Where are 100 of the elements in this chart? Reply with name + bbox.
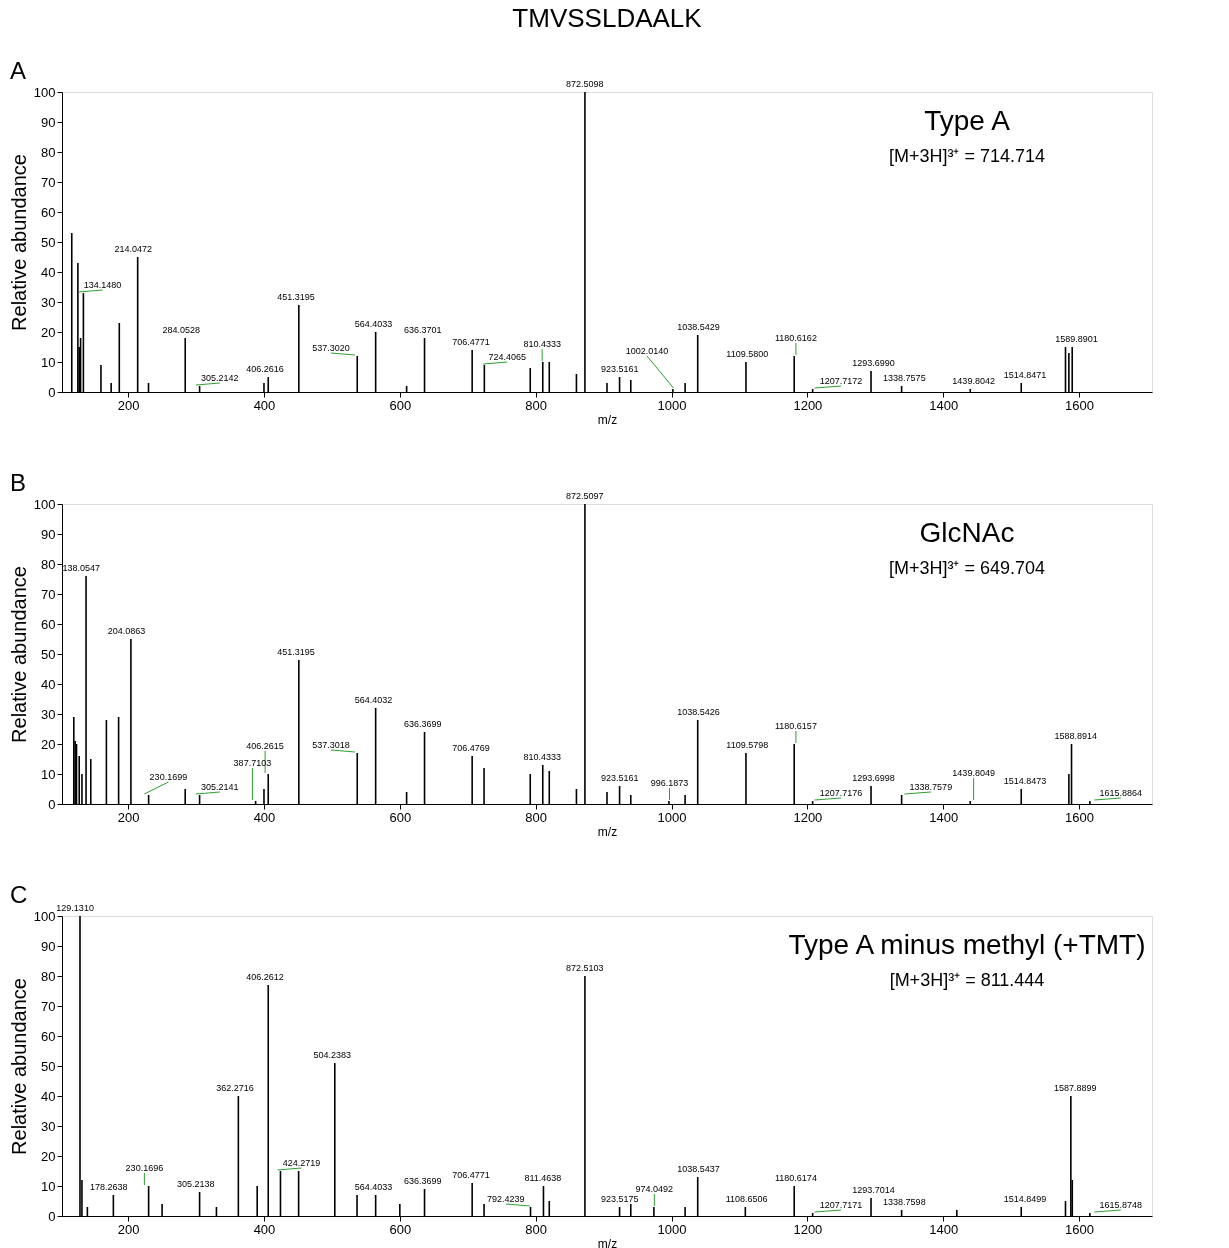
y-tick-label: 100 — [33, 84, 56, 100]
y-tick-label: 90 — [41, 938, 56, 954]
y-tick-label: 50 — [41, 1058, 56, 1074]
annotation: 1293.6990 — [852, 358, 895, 368]
y-tick-label: 50 — [41, 646, 56, 662]
x-tick-label: 600 — [389, 1221, 412, 1237]
annotation: 1439.8049 — [952, 768, 995, 778]
y-tick-label: 60 — [41, 616, 56, 632]
annotation: 214.0472 — [114, 244, 153, 254]
annotation: 284.0528 — [162, 325, 201, 335]
annotation: 1514.8471 — [1003, 370, 1047, 380]
annotation: 1109.5798 — [726, 740, 769, 750]
annotation: 1180.6162 — [775, 333, 817, 343]
y-tick-label: 10 — [41, 766, 56, 782]
annotation: 1293.6998 — [852, 773, 895, 783]
x-tick-label: 1200 — [793, 809, 823, 825]
x-axis-title: m/z — [597, 412, 618, 427]
annotation: 406.2615 — [246, 741, 284, 751]
x-axis-title: m/z — [597, 824, 618, 839]
x-tick-label: 1600 — [1065, 397, 1095, 413]
annotation: 451.3195 — [277, 292, 315, 302]
x-tick-label: 1200 — [793, 1221, 823, 1237]
annotation: 1180.6174 — [775, 1173, 817, 1183]
x-tick-label: 1400 — [929, 1221, 959, 1237]
annotation: 537.3018 — [312, 740, 350, 750]
annotation: 706.4771 — [452, 1170, 490, 1180]
text: A — [10, 57, 27, 84]
annotation: 138.0547 — [62, 563, 101, 573]
annotation: [M+3H]³⁺ = 714.714 — [888, 146, 1046, 166]
y-tick-label: 90 — [41, 526, 56, 542]
y-tick-label: 0 — [48, 796, 56, 812]
annotation: 362.2716 — [216, 1083, 254, 1093]
y-tick-label: 20 — [41, 1148, 56, 1164]
x-tick-label: 600 — [389, 397, 412, 413]
annotation: [M+3H]³⁺ = 811.444 — [889, 970, 1045, 990]
annotation: 564.4032 — [354, 695, 393, 705]
annotation: 636.3701 — [404, 325, 442, 335]
annotation: 504.2383 — [313, 1050, 352, 1060]
y-tick-label: 80 — [41, 144, 56, 160]
annotation: 810.4333 — [523, 339, 561, 349]
annotation: Type A minus methyl (+TMT) — [788, 929, 1146, 960]
y-tick-label: 60 — [41, 204, 56, 220]
y-tick-label: 30 — [41, 706, 56, 722]
annotation: 636.3699 — [404, 1176, 442, 1186]
x-tick-label: 800 — [525, 397, 548, 413]
x-tick-label: 1200 — [793, 397, 823, 413]
annotation: 810.4333 — [523, 752, 561, 762]
annotation: 1038.5429 — [677, 322, 720, 332]
y-tick-label: 80 — [41, 556, 56, 572]
annotation: GlcNAc — [919, 517, 1015, 548]
y-tick-label: 100 — [33, 496, 56, 512]
x-tick-label: 1600 — [1065, 809, 1095, 825]
annotation: 1589.8901 — [1055, 334, 1098, 344]
chart-title: TMVSSLDAALK — [512, 3, 703, 33]
annotation: 1338.7575 — [883, 373, 926, 383]
annotation: 1587.8899 — [1053, 1083, 1097, 1093]
y-tick-label: 60 — [41, 1028, 56, 1044]
y-tick-label: 70 — [41, 998, 56, 1014]
y-axis-title: Relative abundance — [7, 978, 30, 1155]
annotation: 1439.8042 — [952, 376, 995, 386]
x-tick-label: 400 — [253, 397, 276, 413]
y-tick-label: 40 — [41, 264, 56, 280]
annotation: 204.0863 — [107, 626, 146, 636]
annotation: 134.1480 — [83, 280, 122, 290]
y-tick-label: 80 — [41, 968, 56, 984]
y-tick-label: 50 — [41, 234, 56, 250]
annotation: 129.1310 — [56, 903, 94, 913]
annotation: 996.1873 — [650, 778, 689, 788]
x-tick-label: 200 — [117, 809, 140, 825]
annotation: 706.4769 — [452, 743, 490, 753]
y-axis-title: Relative abundance — [7, 154, 30, 331]
annotation: 636.3699 — [404, 719, 442, 729]
y-tick-label: 30 — [41, 294, 56, 310]
annotation: 872.5097 — [565, 491, 604, 501]
annotation: 923.5161 — [600, 364, 639, 374]
annotation: 1338.7598 — [883, 1197, 926, 1207]
annotation: 1588.8914 — [1054, 731, 1098, 741]
y-tick-label: 70 — [41, 586, 56, 602]
annotation: 387.7103 — [233, 758, 272, 768]
y-tick-label: 70 — [41, 174, 56, 190]
x-tick-label: 1000 — [657, 809, 687, 825]
annotation: 1293.7014 — [852, 1185, 895, 1195]
y-tick-label: 10 — [41, 1178, 56, 1194]
y-axis-title: Relative abundance — [7, 566, 30, 743]
annotation: 706.4771 — [452, 337, 490, 347]
text: C — [10, 881, 28, 908]
annotation: 1108.6506 — [725, 1194, 768, 1204]
annotation: 406.2616 — [246, 364, 284, 374]
annotation: 1207.7171 — [819, 1200, 863, 1210]
annotation: 1109.5800 — [726, 349, 769, 359]
y-tick-label: 90 — [41, 114, 56, 130]
annotation: 1002.0140 — [625, 346, 669, 356]
y-tick-label: 0 — [48, 384, 56, 400]
y-tick-label: 40 — [41, 676, 56, 692]
x-tick-label: 600 — [389, 809, 412, 825]
annotation: 424.2719 — [282, 1158, 321, 1168]
annotation: 974.0492 — [635, 1184, 674, 1194]
x-tick-label: 800 — [525, 809, 548, 825]
x-tick-label: 400 — [253, 809, 276, 825]
annotation: 230.1696 — [125, 1163, 164, 1173]
